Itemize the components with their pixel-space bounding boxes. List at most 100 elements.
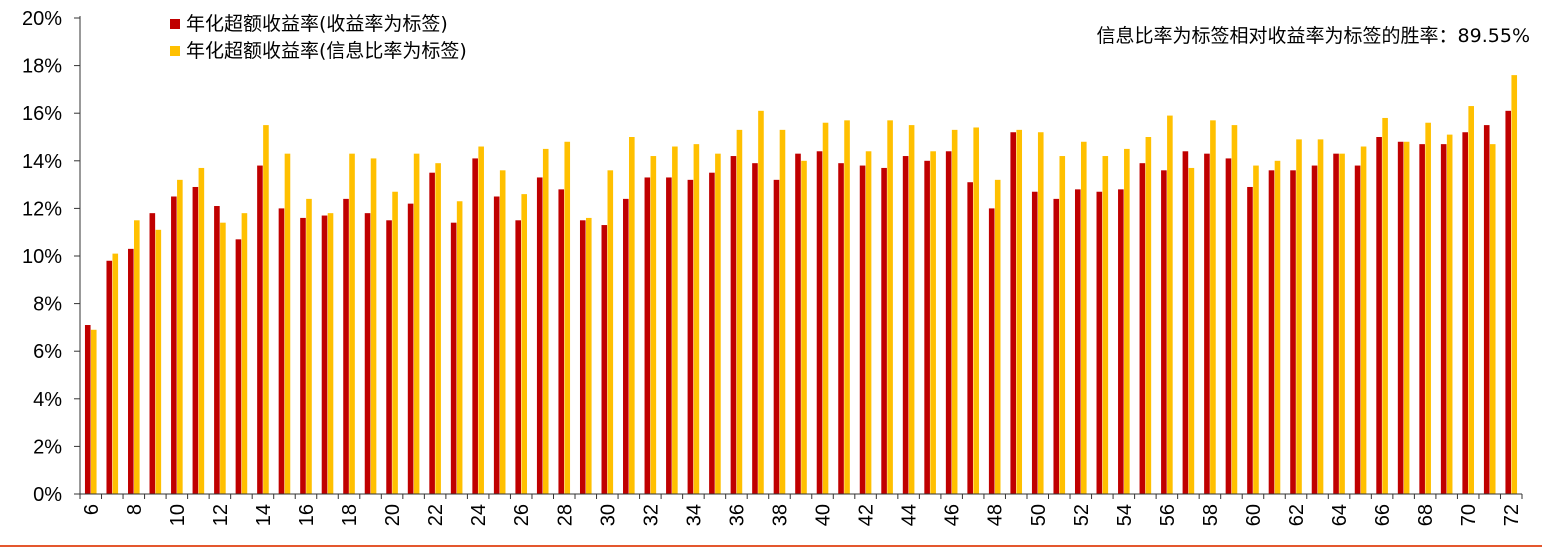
x-tick-label: 34 bbox=[683, 504, 705, 526]
legend-swatch-returns-label bbox=[170, 19, 180, 29]
bar-info-ratio-label bbox=[392, 191, 398, 495]
x-tick-label: 60 bbox=[1243, 504, 1265, 526]
bar-returns-label bbox=[902, 156, 909, 495]
bar-info-ratio-label bbox=[1511, 75, 1518, 495]
bar-returns-label bbox=[278, 208, 285, 494]
bars bbox=[84, 75, 1518, 495]
bar-info-ratio-label bbox=[693, 144, 700, 494]
bar-returns-label bbox=[1419, 144, 1425, 494]
bar-info-ratio-label bbox=[973, 127, 979, 494]
x-tick-label: 24 bbox=[468, 504, 490, 526]
x-tick-label: 12 bbox=[210, 504, 232, 526]
x-tick-label: 26 bbox=[511, 504, 533, 526]
bar-returns-label bbox=[601, 225, 608, 494]
bar-info-ratio-label bbox=[327, 213, 334, 494]
bar-info-ratio-label bbox=[994, 179, 1001, 494]
x-tick-label: 52 bbox=[1071, 504, 1093, 526]
bar-returns-label bbox=[472, 158, 478, 495]
bar-returns-label bbox=[407, 203, 414, 494]
bar-returns-label bbox=[816, 151, 823, 494]
x-tick-label: 28 bbox=[554, 504, 576, 526]
bar-info-ratio-label bbox=[413, 153, 420, 494]
bar-info-ratio-label bbox=[1124, 148, 1130, 494]
y-tick-label: 16% bbox=[22, 103, 62, 125]
bar-returns-label bbox=[924, 160, 930, 495]
bar-info-ratio-label bbox=[1080, 141, 1087, 494]
bar-returns-label bbox=[1462, 132, 1468, 495]
bar-returns-label bbox=[644, 177, 651, 494]
x-tick-label: 44 bbox=[899, 504, 921, 526]
bar-returns-label bbox=[106, 260, 113, 494]
bar-info-ratio-label bbox=[801, 160, 807, 495]
bar-info-ratio-label bbox=[1037, 132, 1044, 495]
bar-returns-label bbox=[730, 156, 737, 495]
bar-info-ratio-label bbox=[1167, 115, 1173, 494]
bar-returns-label bbox=[687, 179, 694, 494]
y-tick-label: 18% bbox=[22, 56, 62, 78]
bar-info-ratio-label bbox=[1489, 144, 1496, 494]
x-tick-label: 36 bbox=[726, 504, 748, 526]
bar-info-ratio-label bbox=[1102, 156, 1109, 495]
bar-returns-label bbox=[988, 208, 995, 494]
bar-returns-label bbox=[536, 177, 543, 494]
bar-returns-label bbox=[84, 325, 91, 494]
bar-returns-label bbox=[945, 151, 952, 494]
bar-returns-label bbox=[1333, 153, 1339, 494]
x-tick-label: 30 bbox=[597, 504, 619, 526]
win-rate-annotation: 信息比率为标签相对收益率为标签的胜率：89.55% bbox=[1097, 25, 1530, 47]
bar-returns-label bbox=[795, 153, 801, 494]
x-tick-label: 56 bbox=[1157, 504, 1179, 526]
bar-info-ratio-label bbox=[1016, 129, 1023, 495]
bar-info-ratio-label bbox=[1296, 139, 1302, 494]
bar-returns-label bbox=[1204, 153, 1210, 494]
bar-info-ratio-label bbox=[1274, 160, 1281, 495]
bar-returns-label bbox=[515, 220, 522, 495]
bar-info-ratio-label bbox=[542, 148, 549, 494]
y-tick-label: 6% bbox=[33, 341, 62, 363]
bar-info-ratio-label bbox=[1382, 117, 1388, 495]
y-tick-label: 4% bbox=[33, 389, 62, 411]
bar-info-ratio-label bbox=[1317, 139, 1324, 494]
x-tick-label: 72 bbox=[1501, 504, 1523, 526]
bar-info-ratio-label bbox=[1210, 120, 1216, 494]
x-tick-label: 58 bbox=[1200, 504, 1222, 526]
bar-returns-label bbox=[1031, 191, 1038, 495]
bar-returns-label bbox=[1161, 170, 1167, 494]
bar-returns-label bbox=[623, 198, 629, 494]
x-tick-label: 40 bbox=[813, 504, 835, 526]
bar-info-ratio-label bbox=[844, 120, 850, 494]
x-tick-label: 32 bbox=[640, 504, 662, 526]
bar-returns-label bbox=[1376, 137, 1382, 494]
bar-info-ratio-label bbox=[284, 153, 291, 494]
bar-info-ratio-label bbox=[241, 213, 248, 494]
legend-label-info-ratio-label: 年化超额收益率(信息比率为标签) bbox=[186, 40, 467, 62]
bar-returns-label bbox=[1074, 189, 1081, 495]
x-tick-label: 10 bbox=[167, 504, 189, 526]
bar-info-ratio-label bbox=[1145, 137, 1152, 494]
bar-info-ratio-label bbox=[1446, 134, 1453, 494]
x-axis-ticks: 6 8 10 12 14 16 18 20 22 24 26 28 30 32 34 36 38 40 42 44 46… bbox=[79, 494, 1523, 526]
bar-info-ratio-label bbox=[370, 158, 377, 495]
bar-returns-label bbox=[881, 167, 887, 494]
bar-info-ratio-label bbox=[865, 151, 872, 494]
y-tick-label: 0% bbox=[33, 484, 62, 506]
y-tick-label: 14% bbox=[22, 151, 62, 173]
bar-info-ratio-label bbox=[585, 217, 592, 495]
bar-info-ratio-label bbox=[1360, 146, 1367, 494]
bar-returns-label bbox=[214, 206, 220, 494]
x-tick-label: 48 bbox=[985, 504, 1007, 526]
bar-returns-label bbox=[128, 248, 134, 494]
bar-info-ratio-label bbox=[263, 125, 269, 494]
x-tick-label: 18 bbox=[339, 504, 361, 526]
bar-info-ratio-label bbox=[435, 163, 441, 494]
bar-returns-label bbox=[1247, 186, 1253, 495]
bar-returns-label bbox=[1118, 189, 1124, 495]
x-tick-label: 20 bbox=[382, 504, 404, 526]
bar-returns-label bbox=[1483, 125, 1490, 494]
bar-info-ratio-label bbox=[90, 329, 97, 494]
bar-info-ratio-label bbox=[951, 129, 958, 495]
bar-returns-label bbox=[1182, 151, 1189, 494]
bar-returns-label bbox=[1311, 165, 1318, 494]
x-tick-label: 42 bbox=[856, 504, 878, 526]
